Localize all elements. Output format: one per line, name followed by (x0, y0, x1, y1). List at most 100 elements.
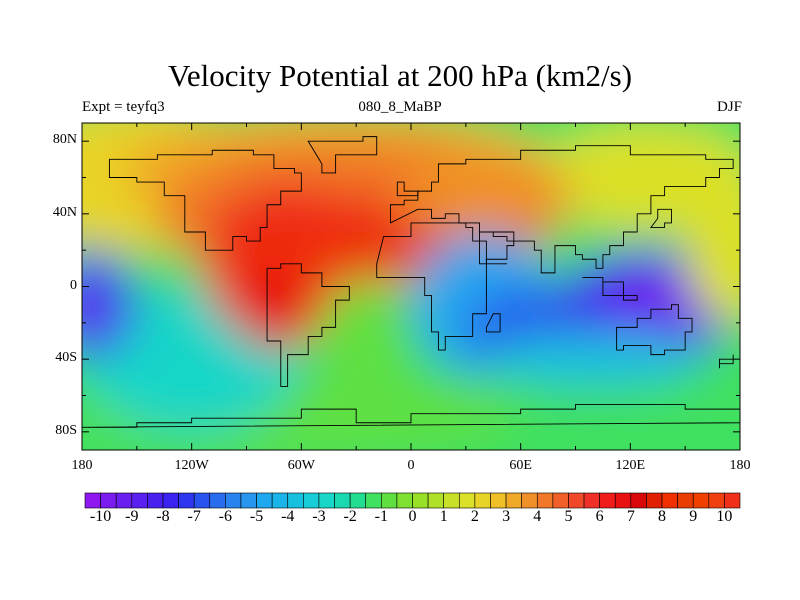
field-blob (484, 331, 704, 387)
coastline (479, 231, 515, 265)
colorbar-label: 10 (716, 508, 733, 525)
field-blob (538, 123, 740, 232)
season-label: DJF (716, 99, 742, 115)
colorbar-label: 8 (658, 508, 667, 525)
colorbar-label: 3 (502, 508, 511, 525)
colorbar-swatch (552, 492, 569, 509)
field-blob (685, 177, 740, 323)
colorbar-swatch (225, 492, 242, 509)
colorbar-label: 2 (470, 508, 479, 525)
contour-blobs (82, 123, 740, 450)
coastline (616, 304, 693, 356)
lon-tick-label: 120E (615, 458, 646, 473)
colorbar-swatch (287, 492, 304, 509)
colorbar (84, 492, 741, 509)
lon-tick-label: 60W (287, 458, 315, 473)
coastline (485, 313, 501, 333)
colorbar-label: -6 (218, 508, 233, 525)
coastline (389, 145, 734, 274)
colorbar-swatch (692, 492, 710, 509)
colorbar-swatch (521, 492, 538, 509)
coastline (307, 136, 378, 174)
colorbar-label: -10 (89, 508, 112, 525)
lon-tick-label: 60E (509, 458, 532, 473)
coastline (82, 404, 740, 428)
colorbar-label: 5 (564, 508, 573, 525)
colorbar-swatch (724, 492, 741, 509)
colorbar-swatch (443, 492, 460, 509)
colorbar-label: 1 (439, 508, 448, 525)
colorbar-label: -7 (187, 508, 201, 525)
colorbar-swatch (427, 492, 444, 509)
lat-tick-label: 40N (52, 204, 77, 220)
lat-tick-label: 80N (52, 132, 77, 148)
colorbar-swatch (147, 492, 164, 509)
coastline (108, 149, 302, 251)
axis-ticks (81, 123, 741, 450)
colorbar-label: -2 (343, 508, 357, 525)
colorbar-swatch (256, 492, 273, 509)
lon-tick-label: 180 (71, 458, 93, 473)
experiment-label: Expt = teyfq3 (82, 99, 165, 115)
colorbar-label: 4 (533, 508, 542, 525)
colorbar-label: -3 (312, 508, 326, 525)
colorbar-swatch (412, 492, 429, 509)
colorbar-label: -8 (156, 508, 170, 525)
lat-tick-label: 0 (70, 277, 77, 293)
colorbar-swatch (614, 492, 632, 509)
colorbar-label: -4 (281, 508, 295, 525)
field-layer (82, 123, 740, 450)
colorbar-label: 6 (595, 508, 604, 525)
run-label: 080_8_MaBP (358, 99, 442, 115)
colorbar-swatch (708, 492, 725, 509)
colorbar-swatch (458, 492, 476, 509)
colorbar-swatch (505, 492, 522, 509)
lon-tick-label: 0 (407, 458, 415, 473)
colorbar-label: 9 (689, 508, 698, 525)
colorbar-swatch (661, 492, 678, 509)
colorbar-swatch (365, 492, 382, 509)
colorbar-swatch (209, 492, 226, 509)
colorbar-swatch (630, 492, 647, 509)
colorbar-swatch (677, 492, 694, 509)
colorbar-label: -1 (374, 508, 388, 525)
field-blob (319, 281, 411, 383)
colorbar-swatch (240, 492, 257, 509)
coastline (582, 276, 638, 301)
colorbar-swatch (84, 492, 101, 509)
colorbar-swatch (646, 492, 663, 509)
field-blob (392, 159, 576, 232)
lon-tick-label: 180 (729, 458, 751, 473)
colorbar-swatch (599, 492, 616, 509)
colorbar-swatch (318, 492, 335, 509)
colorbar-swatch (474, 492, 491, 509)
lat-tick-label: 40S (55, 350, 77, 366)
colorbar-swatch (271, 492, 289, 509)
colorbar-swatch (334, 492, 351, 509)
colorbar-swatch (131, 492, 148, 509)
colorbar-swatch (349, 492, 367, 509)
colorbar-label: 7 (626, 508, 635, 525)
colorbar-swatch (381, 492, 398, 509)
lon-tick-label: 120W (174, 458, 209, 473)
colorbar-swatch (193, 492, 211, 509)
colorbar-label: -5 (249, 508, 264, 525)
colorbar-swatch (100, 492, 117, 509)
colorbar-swatch (536, 492, 554, 509)
colorbar-label: 0 (408, 508, 417, 525)
colorbar-swatch (583, 492, 600, 509)
colorbar-swatch (162, 492, 179, 509)
coastline (649, 208, 672, 228)
colorbar-swatch (178, 492, 195, 509)
coastline (266, 263, 350, 387)
colorbar-label: -9 (125, 508, 139, 525)
colorbar-swatch (303, 492, 320, 509)
coastline (376, 222, 507, 351)
colorbar-swatch (396, 492, 413, 509)
colorbar-swatch (568, 492, 585, 509)
coastline (396, 181, 419, 197)
colorbar-swatch (490, 492, 507, 509)
lat-tick-label: 80S (55, 422, 77, 438)
plot-title: Velocity Potential at 200 hPa (km2/s) (167, 58, 633, 93)
